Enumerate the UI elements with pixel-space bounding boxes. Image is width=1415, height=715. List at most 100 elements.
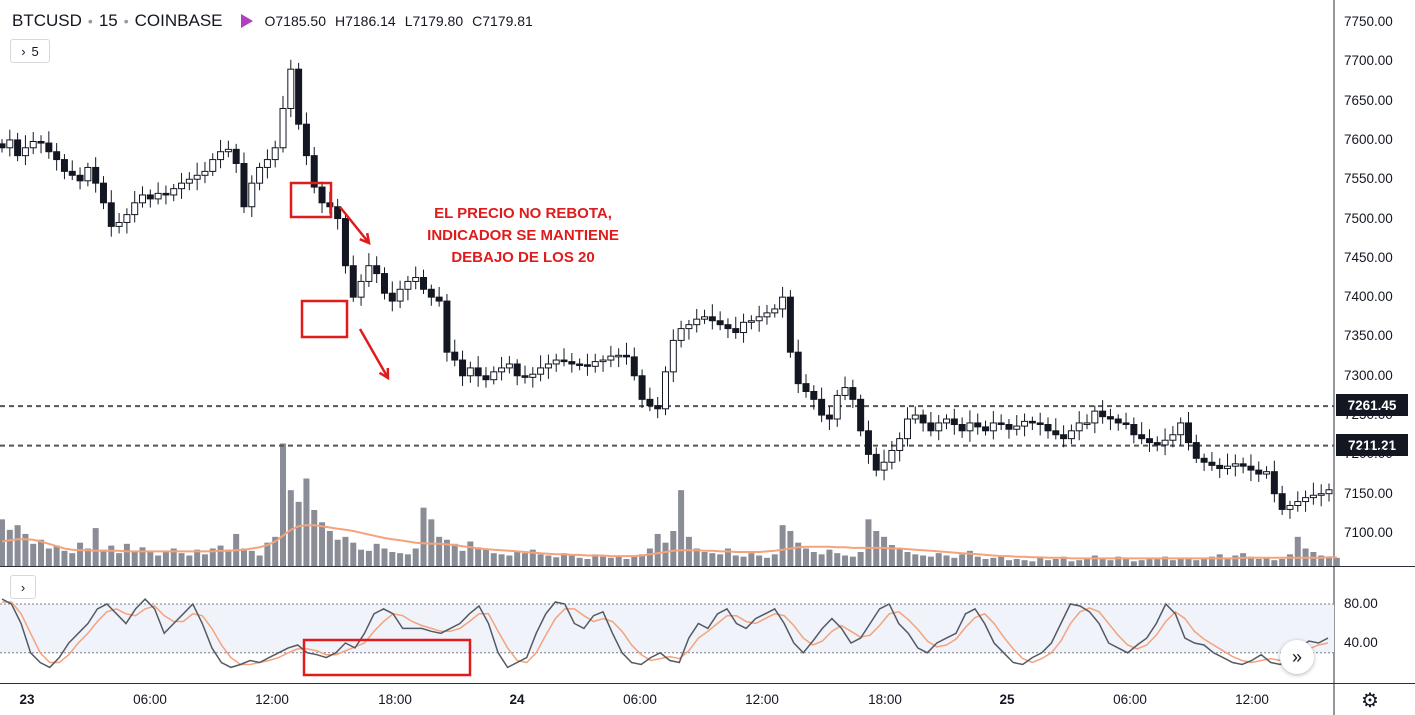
volume-bar <box>358 549 365 566</box>
oscillator-pane-toggle-button[interactable]: › <box>10 575 36 599</box>
volume-bar <box>600 556 607 566</box>
candle <box>872 453 880 471</box>
volume-bar <box>803 548 810 566</box>
volume-bar <box>482 549 489 566</box>
volume-bar <box>514 551 521 566</box>
volume-bar <box>1076 560 1083 566</box>
volume-bar <box>1107 560 1114 566</box>
candle <box>997 422 1005 426</box>
volume-bar <box>1294 536 1301 566</box>
price-tag-upper[interactable]: 7261.45 <box>1336 394 1408 416</box>
candle <box>1114 418 1122 424</box>
candle <box>1294 501 1302 506</box>
candle <box>755 316 763 322</box>
volume-bar <box>615 555 622 566</box>
candle <box>53 151 61 161</box>
volume-bar <box>1084 559 1091 566</box>
candle <box>139 194 147 204</box>
candle <box>349 265 357 298</box>
volume-bar <box>326 531 333 566</box>
candle <box>591 361 599 367</box>
volume-bar <box>69 553 76 566</box>
candle <box>388 292 396 302</box>
candle <box>14 139 22 157</box>
annotation-line-1: EL PRECIO NO REBOTA, <box>434 205 612 222</box>
candle <box>154 192 162 200</box>
annotation-arrow-1-head <box>359 232 371 246</box>
volume-bar <box>412 548 419 566</box>
candle <box>896 438 904 451</box>
candle <box>334 206 342 220</box>
price-axis-tick: 7650.00 <box>1344 92 1393 108</box>
volume-bar <box>123 543 130 566</box>
price-axis-tick: 7250.00 <box>1344 407 1393 423</box>
candle <box>1231 463 1239 467</box>
volume-bar <box>311 510 318 566</box>
volume-bar <box>529 549 536 566</box>
annotation-arrow-2-head <box>378 367 390 381</box>
candle <box>724 324 732 330</box>
candle <box>1021 420 1029 427</box>
volume-bar <box>287 490 294 566</box>
candle <box>224 148 232 153</box>
volume-bar <box>1232 555 1239 566</box>
interval-label[interactable]: 15 <box>98 11 118 30</box>
candle <box>295 68 303 125</box>
price-tag-lower[interactable]: 7211.21 <box>1336 434 1408 456</box>
volume-bar <box>0 519 5 566</box>
annotation-box-2 <box>300 299 349 339</box>
candle <box>310 155 318 188</box>
gear-icon[interactable]: ⚙ <box>1361 690 1379 712</box>
open-value: O7185.50 <box>264 13 327 29</box>
volume-bar <box>108 545 115 566</box>
volume-bar <box>248 550 255 566</box>
volume-bar <box>857 552 864 566</box>
volume-bar <box>436 536 443 566</box>
volume-bar <box>639 554 646 566</box>
volume-bar <box>959 554 966 566</box>
high-value: H7186.14 <box>335 13 396 29</box>
candle <box>810 390 818 400</box>
candle <box>248 182 256 208</box>
candle <box>693 318 701 326</box>
volume-bar <box>756 555 763 566</box>
scroll-to-realtime-button[interactable]: » <box>1280 640 1314 674</box>
candle <box>373 265 381 275</box>
candle <box>115 221 123 227</box>
volume-bar <box>209 548 216 566</box>
price-axis-tick: 7400.00 <box>1344 289 1393 305</box>
candle <box>1169 434 1177 441</box>
volume-bar <box>771 554 778 566</box>
volume-bar <box>475 547 482 566</box>
symbol-header[interactable]: BTCUSD • 15 • COINBASE O7185.50 H7186.14… <box>12 11 533 30</box>
candle <box>287 68 295 109</box>
flag-icon[interactable] <box>240 14 253 28</box>
volume-bar <box>451 543 458 566</box>
candle <box>1317 493 1325 496</box>
candle <box>1309 494 1317 499</box>
candle <box>482 375 490 381</box>
candle <box>919 414 927 424</box>
volume-bar <box>147 550 154 566</box>
indicators-count: 5 <box>31 43 39 59</box>
candle <box>1153 442 1161 446</box>
volume-bar <box>826 549 833 566</box>
candle <box>654 405 662 410</box>
symbol-name[interactable]: BTCUSD <box>12 11 82 30</box>
volume-bar <box>1310 552 1317 566</box>
indicators-toggle-button[interactable]: › 5 <box>10 39 50 63</box>
candle <box>537 367 545 375</box>
volume-bar <box>966 550 973 566</box>
candle <box>903 418 911 440</box>
time-axis-tick: 12:00 <box>745 692 779 707</box>
volume-bar <box>61 550 68 566</box>
volume-bar <box>1060 556 1067 566</box>
volume-bar <box>561 553 568 566</box>
volume-bar <box>834 553 841 566</box>
candle <box>443 300 451 353</box>
candle <box>1177 422 1185 436</box>
volume-bar <box>6 529 13 566</box>
volume-bar <box>1099 557 1106 566</box>
volume-bar <box>1013 559 1020 566</box>
